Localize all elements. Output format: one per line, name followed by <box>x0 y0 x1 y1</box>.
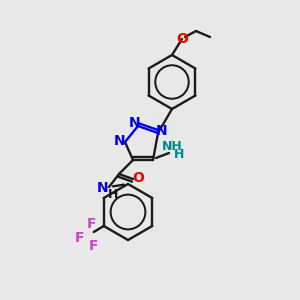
Text: F: F <box>75 231 85 245</box>
Text: H: H <box>174 148 184 160</box>
Text: O: O <box>176 32 188 46</box>
Text: O: O <box>132 171 144 185</box>
Text: N: N <box>156 124 168 138</box>
Text: H: H <box>108 188 118 200</box>
Text: F: F <box>87 217 97 231</box>
Text: N: N <box>129 116 141 130</box>
Text: NH: NH <box>162 140 182 154</box>
Text: F: F <box>89 239 98 253</box>
Text: N: N <box>97 181 109 195</box>
Text: N: N <box>114 134 126 148</box>
